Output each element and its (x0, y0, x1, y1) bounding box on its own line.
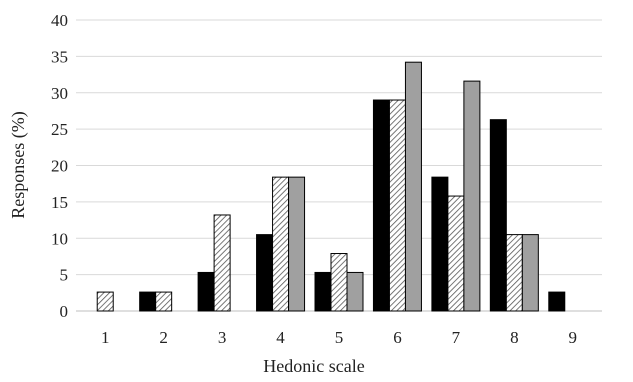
bar-6-series-1 (372, 99, 390, 312)
bar-7-series-1 (431, 176, 449, 312)
tick-labels: 0 5 10 15 20 25 30 35 40 1 2 3 4 5 6 7 8 9 (51, 11, 577, 347)
bar-7-series-2 (447, 195, 465, 312)
y-tick-label: 5 (60, 266, 69, 285)
y-tick-label: 25 (51, 120, 68, 139)
bar-8-series-1 (489, 119, 507, 312)
bar-1-series-2 (96, 291, 114, 312)
x-tick-label: 4 (276, 328, 285, 347)
y-tick-label: 10 (51, 229, 68, 248)
bar-2-series-2 (155, 291, 173, 312)
x-tick-label: 9 (569, 328, 578, 347)
bar-4-series-1 (256, 234, 274, 312)
gridlines (76, 19, 602, 312)
x-tick-label: 1 (101, 328, 110, 347)
bar-2-series-1 (139, 291, 157, 312)
y-tick-label: 40 (51, 11, 68, 30)
y-tick-label: 20 (51, 157, 68, 176)
bar-7-series-3 (463, 80, 481, 312)
bars (96, 61, 566, 312)
bar-6-series-3 (404, 61, 422, 312)
bar-4-series-3 (288, 176, 306, 312)
bar-3-series-2 (213, 214, 231, 312)
x-tick-label: 6 (393, 328, 402, 347)
y-tick-label: 0 (60, 302, 69, 321)
bar-9-series-1 (548, 291, 566, 312)
y-tick-label: 35 (51, 47, 68, 66)
y-tick-label: 15 (51, 193, 68, 212)
bar-5-series-3 (346, 271, 364, 312)
bar-8-series-2 (505, 234, 523, 312)
bar-8-series-3 (521, 234, 539, 312)
bar-5-series-2 (330, 253, 348, 312)
x-tick-label: 8 (510, 328, 519, 347)
bar-3-series-1 (197, 271, 215, 312)
x-tick-label: 3 (218, 328, 227, 347)
y-axis-title: Responses (%) (8, 111, 29, 218)
bar-5-series-1 (314, 271, 332, 312)
x-tick-label: 5 (335, 328, 344, 347)
x-axis-title: Hedonic scale (263, 356, 364, 376)
bar-6-series-2 (388, 99, 406, 312)
y-tick-label: 30 (51, 84, 68, 103)
x-tick-label: 2 (159, 328, 168, 347)
bar-4-series-2 (272, 176, 290, 312)
x-tick-label: 7 (452, 328, 461, 347)
